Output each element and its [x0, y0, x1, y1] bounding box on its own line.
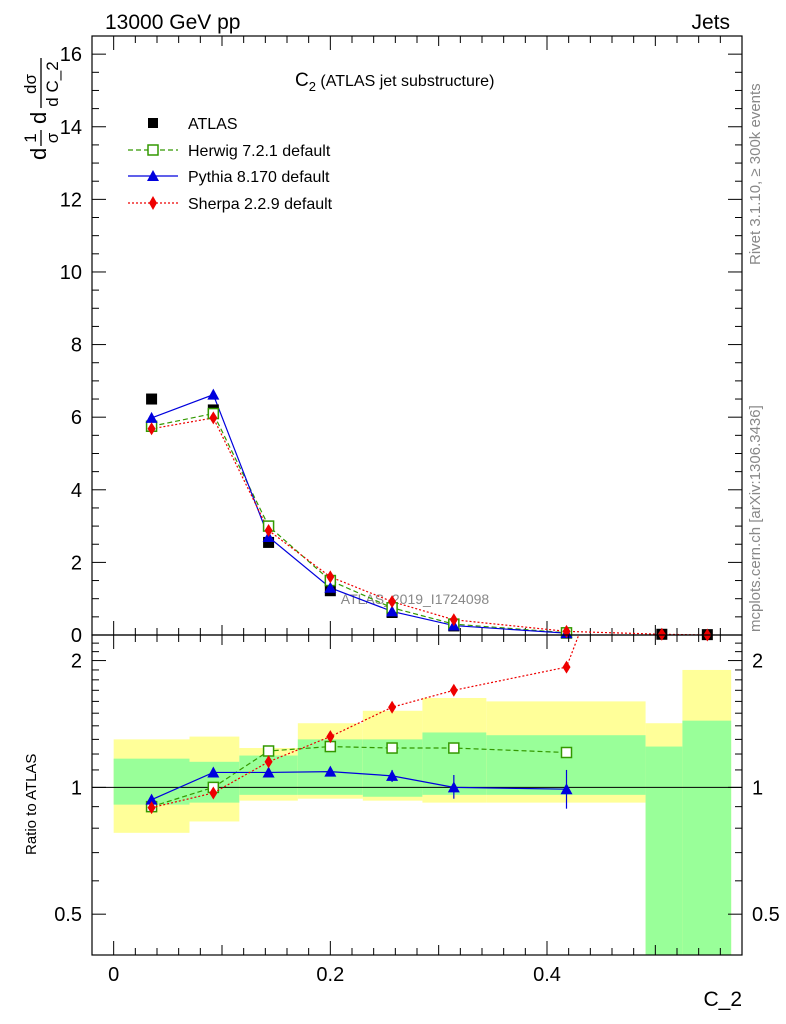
main-point-sherpa [449, 613, 458, 627]
x-tick-label: 0 [108, 964, 119, 986]
main-y-tick-label: 16 [60, 44, 82, 66]
legend-item-atlas: ATLAS [148, 116, 238, 133]
main-y-tick-label: 10 [60, 262, 82, 284]
ratio-point-pythia [145, 793, 158, 805]
main-point-sherpa [147, 422, 156, 436]
ratio-line-sherpa [151, 635, 580, 809]
ratio-point-sherpa [147, 801, 156, 815]
main-y-tick-label: 14 [60, 117, 82, 139]
ratio-y-tick-label-right: 2 [752, 651, 763, 673]
uncertainty-band-green [682, 720, 732, 955]
ratio-point-pythia [324, 765, 337, 777]
main-y-tick-label: 6 [71, 407, 82, 429]
mcplots-label: mcplots.cern.ch [arXiv:1306.3436] [747, 405, 764, 632]
ratio-y-axis-label: Ratio to ATLAS [23, 754, 40, 855]
ratio-point-herwig [448, 742, 460, 754]
main-point-pythia [145, 411, 158, 423]
uncertainty-band-green [645, 746, 683, 955]
ratio-y-tick-label-right: 1 [752, 777, 763, 799]
ratio-point-sherpa [264, 755, 273, 769]
main-line-sherpa [151, 417, 708, 636]
main-y-tick-label: 2 [71, 552, 82, 574]
ratio-point-sherpa [326, 730, 335, 744]
ratio-point-pythia [560, 783, 573, 795]
main-y-axis-label: d 1 σ d dσ d C_2 [21, 58, 62, 160]
main-point-pythia [207, 388, 220, 400]
main-point-sherpa [264, 523, 273, 537]
main-y-tick-label: 4 [71, 480, 82, 502]
ratio-point-pythia [447, 781, 460, 793]
svg-text:σ: σ [43, 132, 62, 143]
x-tick-label: 0.2 [316, 964, 344, 986]
header-left-label: 13000 GeV pp [105, 11, 240, 34]
ratio-point-sherpa [388, 700, 397, 714]
legend-item-pythia: Pythia 8.170 default [128, 169, 330, 186]
ratio-point-sherpa [449, 683, 458, 697]
ratio-point-pythia [207, 766, 220, 778]
ratio-point-herwig [262, 745, 275, 757]
main-y-tick-label: 0 [71, 625, 82, 647]
svg-text:Sherpa 2.2.9 default: Sherpa 2.2.9 default [188, 196, 333, 213]
ratio-y-tick-label-right: 0.5 [752, 904, 780, 926]
main-point-sherpa [326, 570, 335, 584]
svg-text:ATLAS: ATLAS [188, 116, 238, 133]
main-plot-area: 0 2 4 6 8 10 12 14 16 [60, 35, 743, 647]
ratio-y-tick-label: 0.5 [54, 904, 82, 926]
svg-text:dσ: dσ [21, 74, 40, 94]
ratio-y-tick-label: 2 [71, 651, 82, 673]
main-point-atlas [263, 536, 275, 548]
main-y-tick-label: 8 [71, 335, 82, 357]
analysis-watermark: ATLAS_2019_I1724098 [341, 591, 490, 607]
main-point-sherpa [657, 627, 666, 641]
main-point-sherpa [388, 595, 397, 609]
header-right-label: Jets [691, 11, 730, 34]
main-y-tick-label: 12 [60, 189, 82, 211]
svg-text:1: 1 [21, 133, 40, 142]
main-point-pythia [386, 605, 399, 617]
legend: ATLAS Herwig 7.2.1 default Pythia 8.170 … [128, 116, 333, 213]
ratio-point-sherpa [562, 660, 571, 674]
ratio-point-pythia [386, 769, 399, 781]
ratio-point-herwig [560, 746, 573, 759]
main-point-pythia [324, 581, 337, 593]
x-axis-label: C_2 [703, 988, 742, 1011]
ratio-point-pythia [262, 766, 275, 778]
ratio-y-tick-label: 1 [71, 777, 82, 799]
ratio-point-sherpa [209, 786, 218, 800]
main-point-sherpa [209, 411, 218, 425]
svg-text:C2 (ATLAS jet substructure): C2 (ATLAS jet substructure) [295, 70, 494, 94]
ratio-point-herwig [386, 742, 398, 754]
svg-text:d: d [26, 148, 51, 160]
main-point-atlas [146, 393, 158, 405]
rivet-version-label: Rivet 3.1.10, ≥ 300k events [747, 83, 764, 265]
legend-item-herwig: Herwig 7.2.1 default [128, 143, 331, 160]
plot-title: C2 (ATLAS jet substructure) [295, 70, 494, 94]
x-tick-label: 0.4 [533, 964, 561, 986]
svg-text:d C_2: d C_2 [43, 61, 62, 106]
svg-text:Herwig 7.2.1 default: Herwig 7.2.1 default [188, 143, 331, 160]
svg-text:d: d [26, 112, 51, 124]
svg-text:Pythia 8.170 default: Pythia 8.170 default [188, 169, 330, 186]
ratio-plot-area: 0 0.2 0.4 0.5 0.5 1 1 2 2 [54, 634, 780, 986]
legend-item-sherpa: Sherpa 2.2.9 default [128, 196, 333, 213]
